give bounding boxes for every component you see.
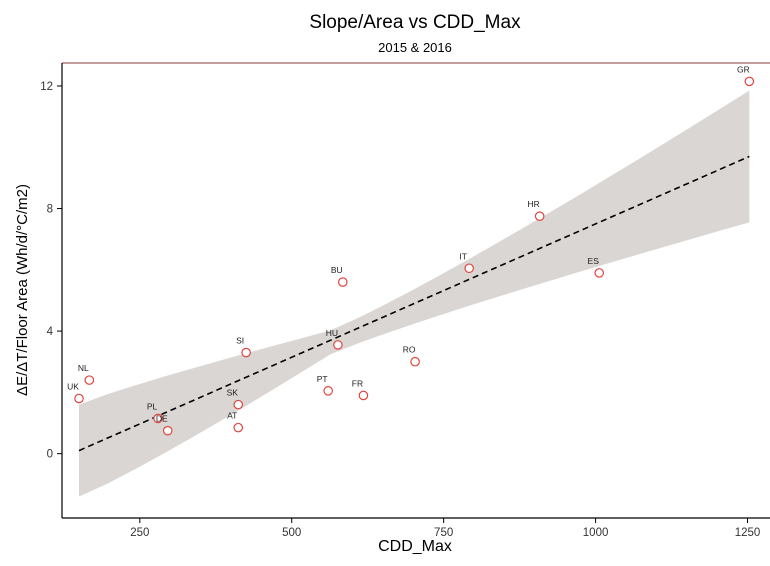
point-label-at: AT [227, 411, 237, 421]
data-point-pl [153, 413, 163, 424]
point-label-bu: BU [331, 265, 343, 275]
y-axis-label: ΔE/ΔT/Floor Area (Wh/d/°C/m2) [14, 184, 31, 396]
point-label-ro: RO [403, 345, 416, 355]
data-point-ro [410, 356, 420, 367]
point-label-es: ES [588, 256, 600, 266]
confidence-band [79, 90, 750, 497]
data-point-fr [358, 390, 369, 401]
points-layer: UK NL PL DE AT SK SI PT HU BU FR RO IT HR ES GR [67, 64, 755, 436]
x-tick-label-500: 500 [282, 527, 301, 539]
chart-subtitle: 2015 & 2016 [378, 40, 452, 55]
data-point-hr [534, 211, 545, 221]
point-label-hu: HU [326, 328, 338, 338]
x-axis-label: CDD_Max [378, 538, 452, 555]
point-label-de: DE [156, 414, 168, 424]
point-label-nl: NL [78, 363, 89, 373]
trend-line [78, 155, 750, 452]
point-label-gr: GR [737, 64, 750, 74]
axes-layer: 250 500 750 1000 1250 0 4 8 12 [40, 63, 770, 539]
y-tick-label-8: 8 [47, 204, 53, 216]
data-point-si [241, 347, 251, 358]
x-tick-label-250: 250 [130, 527, 149, 539]
data-point-sk [233, 399, 244, 410]
y-tick-label-4: 4 [47, 326, 54, 338]
chart-title: Slope/Area vs CDD_Max [309, 12, 521, 33]
point-label-hr: HR [528, 199, 540, 209]
data-point-uk [74, 393, 84, 404]
y-tick-label-12: 12 [40, 81, 53, 93]
trend-line-layer [78, 155, 750, 452]
data-point-de [162, 425, 173, 436]
y-tick-label-0: 0 [47, 449, 53, 461]
point-label-pt: PT [317, 374, 328, 384]
x-tick-label-1250: 1250 [735, 527, 761, 539]
point-label-fr: FR [352, 378, 363, 388]
confidence-band-layer [79, 90, 750, 497]
data-point-hu [333, 340, 343, 350]
x-tick-label-750: 750 [434, 527, 453, 539]
data-point-it [464, 263, 474, 274]
data-point-bu [337, 277, 348, 287]
data-point-es [594, 268, 605, 278]
point-label-sk: SK [227, 388, 239, 398]
x-tick-label-1000: 1000 [583, 527, 609, 539]
data-point-pt [323, 386, 333, 396]
point-label-pl: PL [147, 401, 158, 411]
point-label-uk: UK [67, 382, 79, 392]
point-label-si: SI [236, 336, 244, 346]
data-point-gr [744, 76, 755, 87]
data-point-at [233, 422, 244, 433]
data-point-nl [84, 375, 95, 385]
point-label-it: IT [459, 251, 467, 261]
